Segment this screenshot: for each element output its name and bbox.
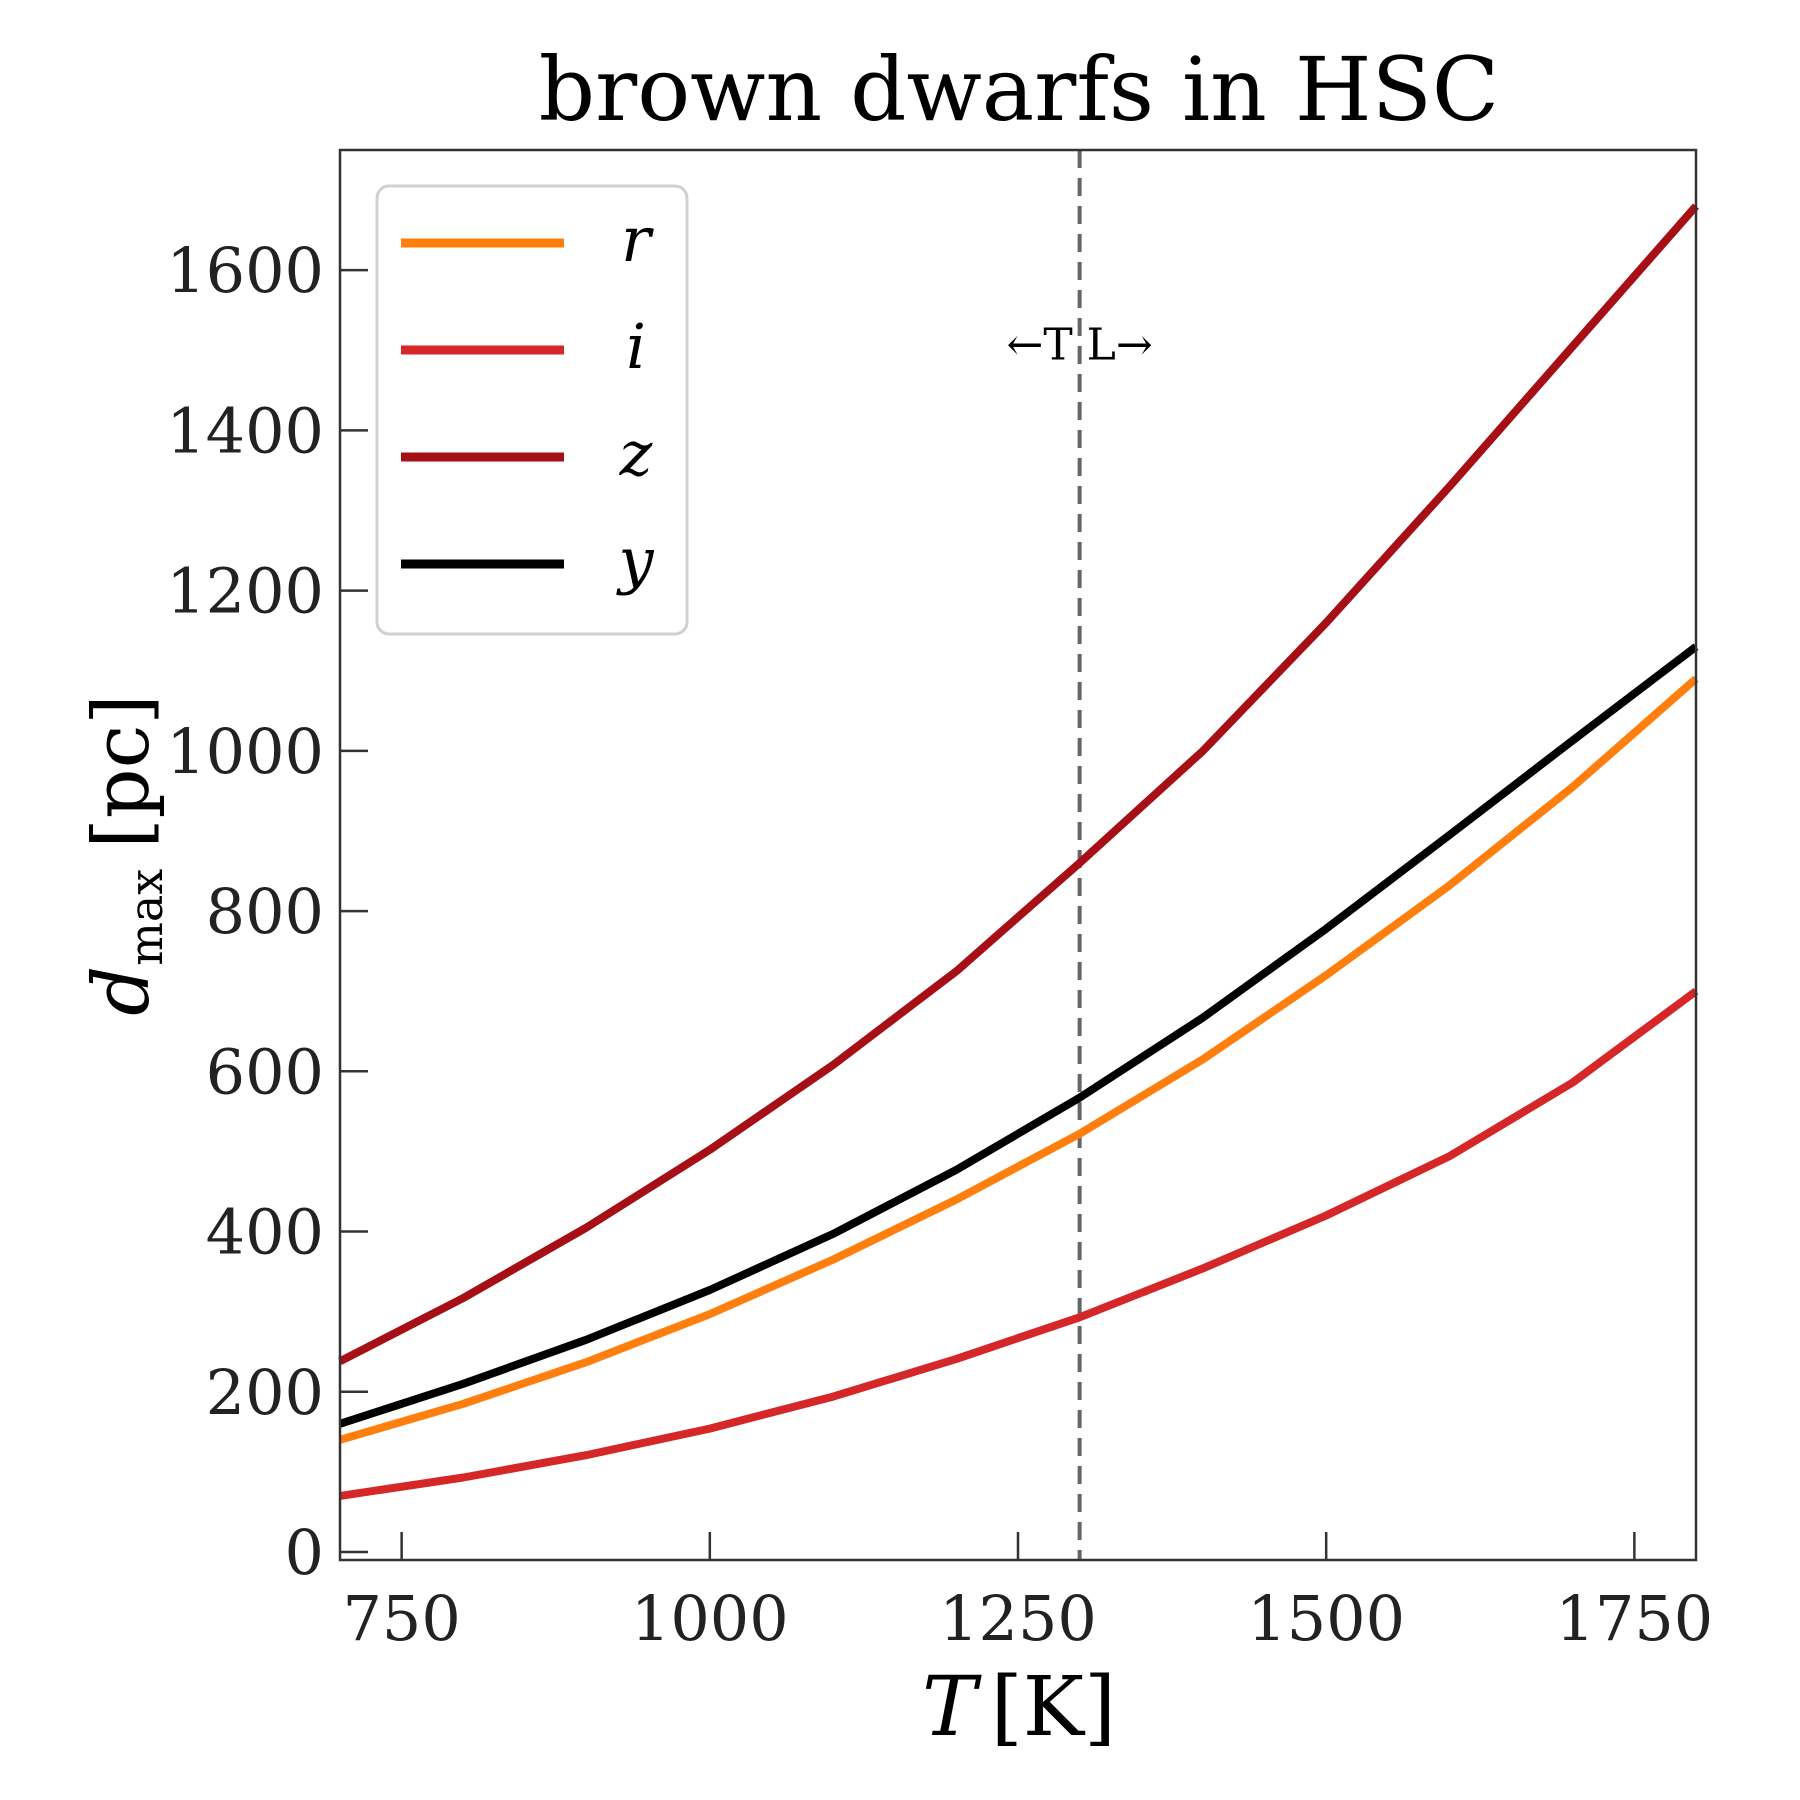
legend-label-i: i [626,310,646,383]
legend-box [375,184,689,636]
x-axis-unit: [K] [991,1660,1116,1755]
y-tick-label: 1000 [166,715,324,788]
x-tick-label: 1000 [631,1582,789,1655]
legend-label-y: y [615,524,654,597]
y-tick-label: 800 [206,875,324,948]
series-line-r [338,675,1699,1444]
x-tick-label: 1250 [939,1582,1097,1655]
axis-ticks: 750 1000 1250 1500 1750 0 200 400 600 800 1000 1200… [166,234,1713,1655]
y-axis-unit: [pc] [77,694,167,848]
legend-label-z: z [619,417,653,490]
x-tick-label: 1750 [1555,1582,1713,1655]
chart-title: brown dwarfs in HSC [539,38,1499,141]
y-tick-label: 200 [206,1356,324,1429]
legend-label-r: r [621,203,654,276]
y-axis-subscript: max [119,869,173,966]
x-tick-label: 1500 [1247,1582,1405,1655]
series-line-y [338,643,1699,1428]
x-tick-label: 750 [342,1582,460,1655]
y-tick-label: 1400 [166,394,324,467]
y-axis-symbol: d [77,966,167,1016]
annotation-text: ←T L→ [1006,319,1152,370]
series-line-i [339,987,1699,1500]
x-axis-symbol: T [922,1660,982,1755]
y-axis-label: dmax [pc] [77,694,173,1015]
y-tick-label: 400 [206,1196,324,1269]
y-tick-label: 1600 [166,234,324,307]
series-line-z [338,203,1700,1365]
x-axis-label: T [K] [922,1660,1116,1755]
y-tick-label: 0 [285,1516,324,1589]
plot-area: ←T L→ [338,150,1700,1560]
y-tick-label: 600 [206,1035,324,1108]
y-tick-label: 1200 [166,555,324,628]
plot-frame [338,148,1698,1562]
